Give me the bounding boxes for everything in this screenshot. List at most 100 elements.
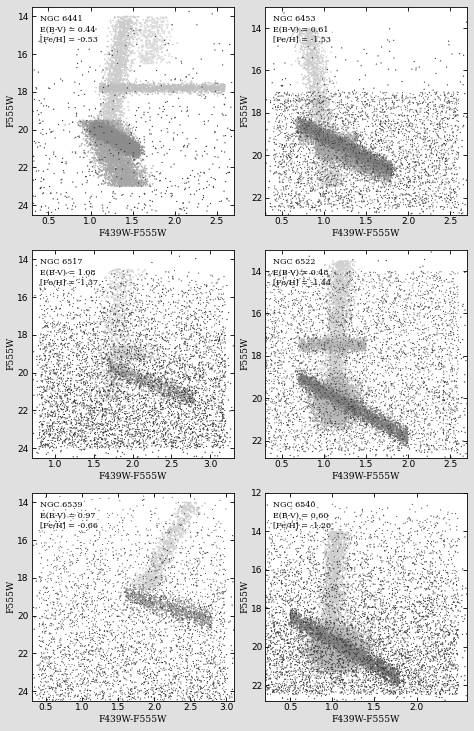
Point xyxy=(371,355,378,366)
Point xyxy=(120,366,128,377)
Point xyxy=(340,648,347,659)
Point xyxy=(389,107,397,119)
Point xyxy=(148,585,156,596)
Point xyxy=(388,632,395,643)
Point xyxy=(76,431,83,442)
Point xyxy=(163,557,171,569)
Point xyxy=(143,85,151,96)
Point xyxy=(151,374,159,386)
Point xyxy=(197,604,205,616)
Point xyxy=(347,685,355,697)
Point xyxy=(119,567,127,578)
Point xyxy=(371,165,378,177)
Point xyxy=(311,149,319,161)
Point xyxy=(56,608,64,620)
Point xyxy=(373,414,381,426)
Point xyxy=(382,166,389,178)
Point xyxy=(323,138,330,150)
Point xyxy=(317,137,324,148)
Point xyxy=(106,170,113,181)
Point xyxy=(110,127,118,139)
Point xyxy=(109,151,116,162)
Point xyxy=(331,135,339,147)
Point xyxy=(213,518,220,530)
Point xyxy=(50,668,57,680)
Point xyxy=(328,530,336,542)
Point xyxy=(276,672,283,683)
Point xyxy=(388,169,396,181)
Point xyxy=(314,624,322,636)
Point xyxy=(332,374,339,385)
Point xyxy=(180,513,188,525)
Point xyxy=(168,381,175,393)
Point xyxy=(187,393,195,404)
Point xyxy=(357,628,365,640)
Point xyxy=(220,85,228,96)
Point xyxy=(364,611,371,623)
Point xyxy=(335,398,342,410)
Point xyxy=(347,648,355,659)
Point xyxy=(205,80,213,92)
Point xyxy=(304,311,312,322)
Point xyxy=(129,139,137,151)
Point xyxy=(123,164,131,176)
Point xyxy=(121,159,129,171)
Point xyxy=(137,175,145,186)
Point xyxy=(41,308,48,320)
Point xyxy=(334,337,342,349)
Point xyxy=(325,652,332,664)
Point xyxy=(111,135,118,146)
Point xyxy=(380,671,388,683)
Point xyxy=(335,645,343,656)
Point xyxy=(313,133,320,145)
Point xyxy=(334,391,342,403)
Point xyxy=(376,118,383,130)
Point xyxy=(391,345,399,357)
Point xyxy=(381,159,389,170)
Point xyxy=(126,156,133,167)
Point xyxy=(424,382,431,394)
Point xyxy=(275,315,283,327)
Point xyxy=(436,100,443,112)
Point xyxy=(375,165,383,177)
Point xyxy=(346,145,353,156)
Point xyxy=(388,92,395,104)
Point xyxy=(337,652,345,664)
Point xyxy=(337,542,344,554)
Point xyxy=(315,43,322,55)
Point xyxy=(315,63,323,75)
Point xyxy=(332,373,339,385)
Point xyxy=(106,313,113,325)
Point xyxy=(319,547,327,558)
Point xyxy=(379,163,387,175)
Point xyxy=(130,140,137,151)
Point xyxy=(149,377,156,389)
Point xyxy=(358,143,366,154)
Point xyxy=(125,80,133,91)
Point xyxy=(64,312,72,324)
Point xyxy=(135,268,143,280)
Point xyxy=(397,683,405,695)
Point xyxy=(323,548,330,559)
Point xyxy=(119,135,127,146)
Point xyxy=(300,122,307,134)
Point xyxy=(321,394,329,406)
Point xyxy=(329,637,337,648)
Point xyxy=(326,572,334,583)
Point xyxy=(160,683,168,695)
Point xyxy=(115,121,123,132)
Point xyxy=(132,520,140,532)
Point xyxy=(143,580,151,591)
Point xyxy=(338,630,346,642)
Point xyxy=(334,133,341,145)
Point xyxy=(298,621,305,633)
Point xyxy=(133,86,140,97)
Point xyxy=(315,398,322,409)
Point xyxy=(376,162,383,173)
Point xyxy=(98,186,105,197)
Point xyxy=(134,418,142,430)
Point xyxy=(127,143,135,154)
Point xyxy=(210,381,217,393)
Point xyxy=(122,172,129,183)
Point xyxy=(344,393,351,404)
